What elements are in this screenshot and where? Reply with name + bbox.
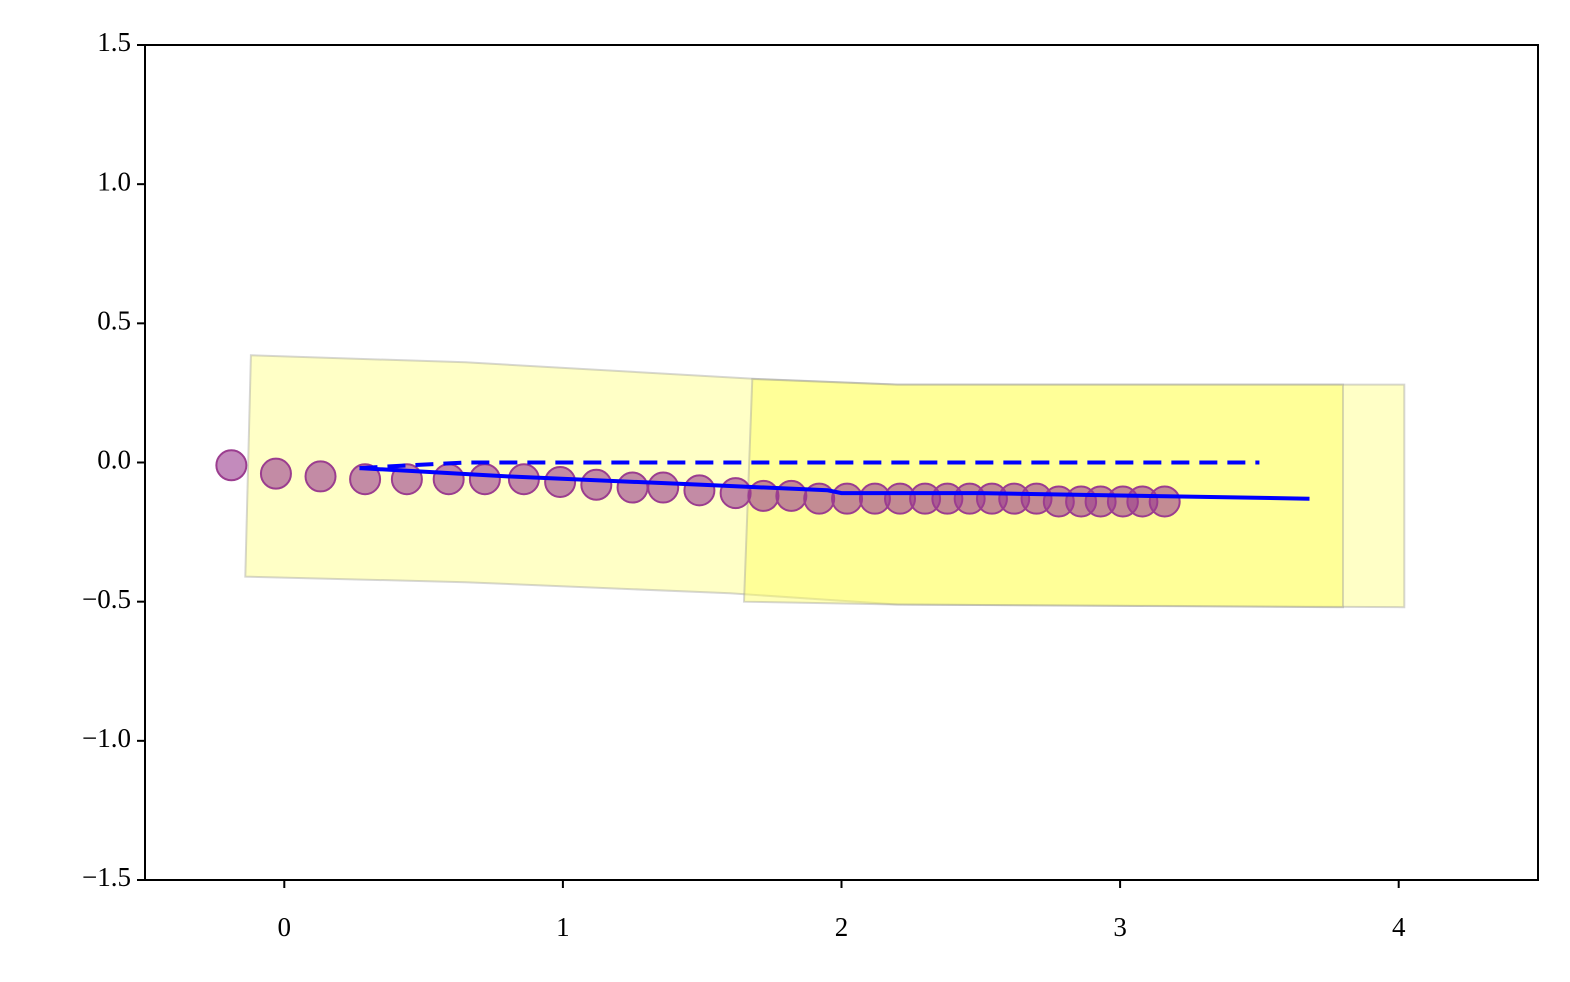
point [831,482,864,515]
trajectory-line [359,466,1310,501]
point [580,468,613,501]
point [432,463,465,496]
x-tick-label: 0 [278,912,292,942]
y-tick-label: −0.5 [82,584,131,614]
y-tick-label: −1.5 [82,862,131,892]
point [468,463,501,496]
y-tick-label: 0.5 [97,306,131,336]
point [683,474,716,507]
point [544,465,577,498]
point [775,479,808,512]
y-tick-label: −1.0 [82,723,131,753]
point [647,471,680,504]
x-tick-label: 3 [1113,912,1127,942]
point [349,463,382,496]
point [719,477,752,510]
x-tick-label: 1 [556,912,570,942]
footprint-region [244,354,1406,609]
y-tick-label: 0.0 [97,445,131,475]
point [259,457,292,490]
x-tick-label: 4 [1392,912,1406,942]
y-tick-label: 1.5 [97,27,131,57]
y-tick-label: 1.0 [97,166,131,196]
x-tick-label: 2 [835,912,849,942]
point [304,460,337,493]
point [616,471,649,504]
point [1148,485,1181,518]
point [215,449,248,482]
